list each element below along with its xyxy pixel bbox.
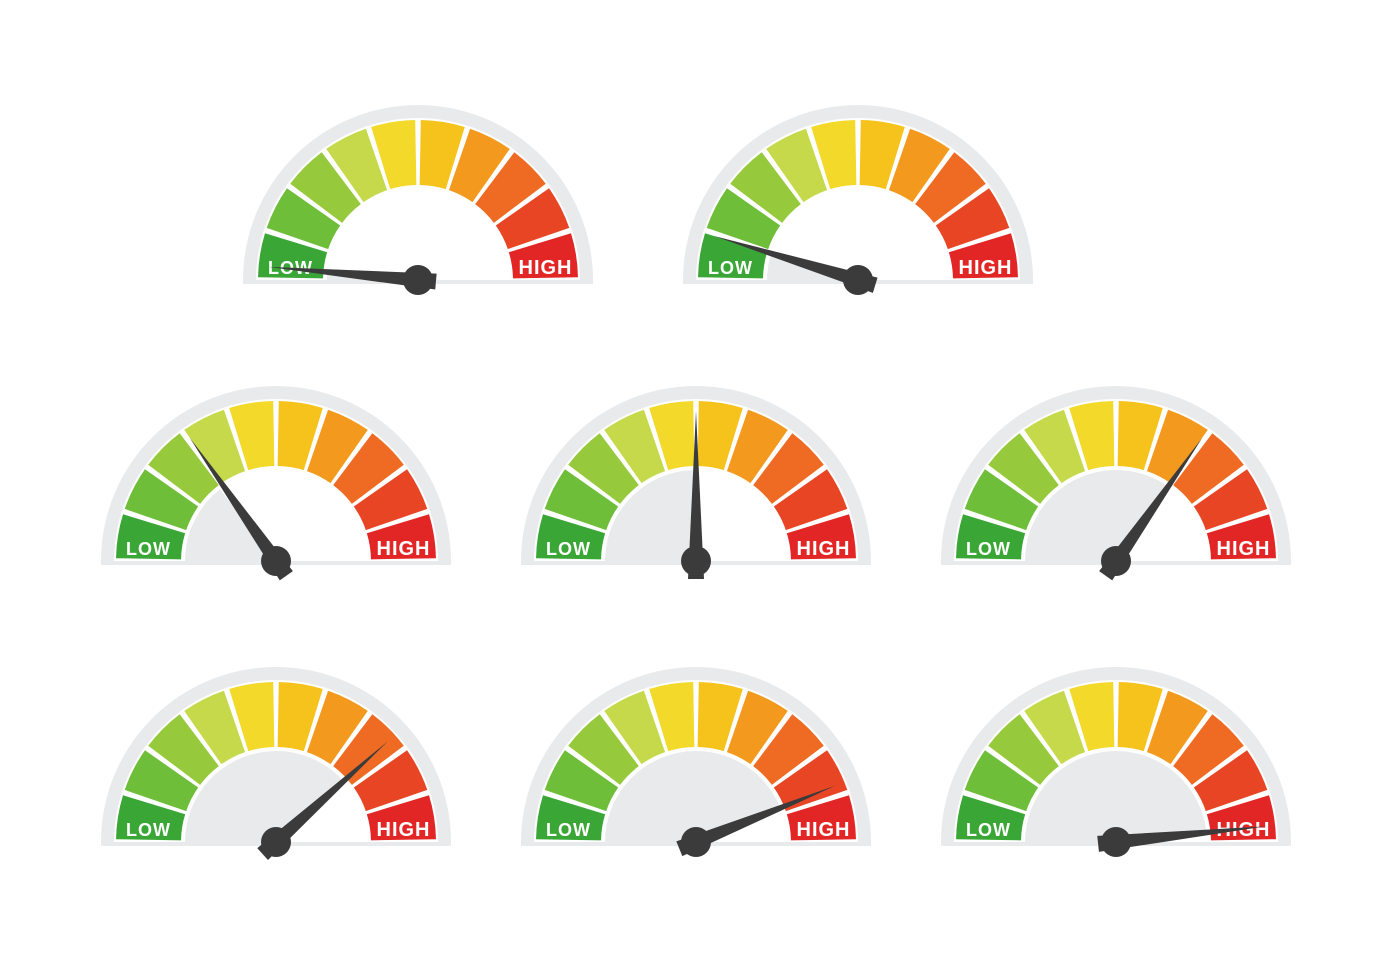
gauge: LOW HIGH — [91, 376, 461, 581]
gauge-hub — [1101, 546, 1131, 576]
label-high: HIGH — [377, 538, 431, 560]
label-high: HIGH — [519, 257, 573, 279]
gauge: LOW HIGH — [511, 657, 881, 862]
label-low: LOW — [708, 258, 753, 278]
gauge-hub — [403, 265, 433, 295]
label-low: LOW — [966, 820, 1011, 840]
label-low: LOW — [546, 539, 591, 559]
label-low: LOW — [546, 820, 591, 840]
gauge: LOW HIGH — [931, 376, 1301, 581]
gauge: LOWHIGH — [233, 95, 603, 300]
gauge-grid: LOW HIGH LOW HIGH LOW HIGH LOW HIGH LOW HIGH LOW HI… — [0, 0, 1395, 980]
label-low: LOW — [126, 820, 171, 840]
gauge: LOW HIGH — [511, 376, 881, 581]
gauge: LOW HIGH — [673, 95, 1043, 300]
label-high: HIGH — [377, 819, 431, 841]
label-high: HIGH — [797, 538, 851, 560]
gauge-hub — [843, 265, 873, 295]
gauge-hub — [681, 546, 711, 576]
label-high: HIGH — [959, 257, 1013, 279]
gauge: LOW HIGH — [91, 657, 461, 862]
gauge-hub — [261, 827, 291, 857]
label-high: HIGH — [1217, 538, 1271, 560]
label-high: HIGH — [797, 819, 851, 841]
label-low: LOW — [126, 539, 171, 559]
gauge-hub — [261, 546, 291, 576]
gauge-hub — [681, 827, 711, 857]
gauge-hub — [1101, 827, 1131, 857]
label-low: LOW — [966, 539, 1011, 559]
gauge: LOWHIGH — [931, 657, 1301, 862]
